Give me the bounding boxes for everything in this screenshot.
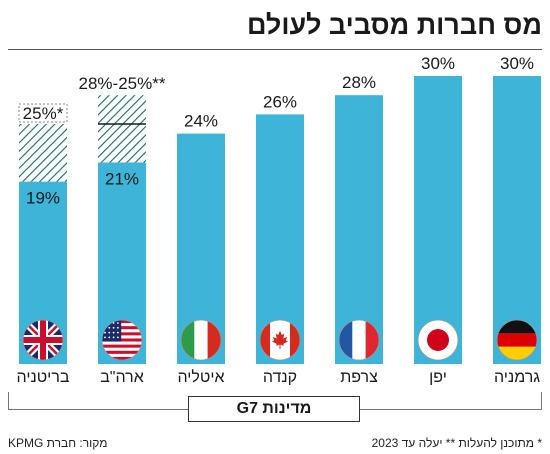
bar-value-label: 28% [342, 73, 376, 92]
title-rule [8, 49, 542, 50]
bar-value-label: 19% [26, 189, 60, 208]
category-label: גרמניה [494, 369, 540, 386]
uk-flag-icon [22, 319, 64, 361]
g7-group-label: מדינות G7 [188, 396, 360, 422]
footnote: * מתוכנן להעלות ** יעלה עד 2023 [371, 436, 542, 450]
source-note: מקור: חברת KPMG [8, 436, 108, 450]
germany-flag-icon [496, 319, 538, 361]
italy-flag-icon [180, 319, 222, 361]
category-label: ארה"ב [100, 369, 144, 386]
canada-flag-icon [259, 319, 301, 361]
bar-value-label: 26% [263, 92, 297, 111]
france-flag-icon [338, 319, 380, 361]
bar-chart: 25%* 19% בריטניה 28%-25%** 21% ארה"ב 24% איטליה… [17, 54, 541, 386]
planned-label-box [18, 103, 68, 123]
category-label: יפן [429, 369, 447, 386]
us-flag-icon [101, 319, 143, 361]
bar-value-label: 30% [421, 54, 455, 73]
planned-value-label: 25%* [23, 104, 64, 123]
bar-value-label: 30% [500, 54, 534, 73]
planned-bar-segment [19, 124, 67, 182]
bar-value-label: 21% [105, 169, 139, 188]
bar [493, 76, 541, 364]
bar [335, 95, 383, 364]
category-label: צרפת [340, 369, 378, 386]
planned-value-label: 28%-25%** [79, 74, 166, 93]
bar [414, 76, 462, 364]
japan-flag-icon [417, 319, 459, 361]
planned-bar-segment [98, 95, 146, 163]
bar-value-label: 24% [184, 112, 218, 131]
category-label: בריטניה [17, 369, 70, 386]
category-label: איטליה [177, 368, 224, 386]
category-label: קנדה [263, 369, 297, 386]
chart-title: מס חברות מסביב לעולם [247, 10, 542, 40]
